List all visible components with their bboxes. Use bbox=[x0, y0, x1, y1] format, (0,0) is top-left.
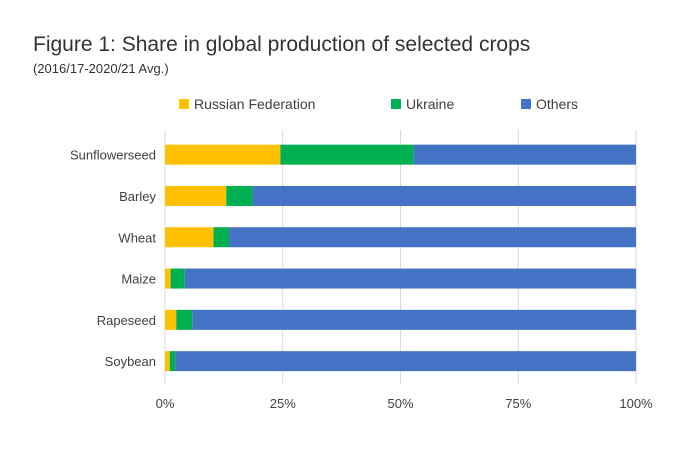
bar-segment bbox=[413, 144, 636, 165]
category-label: Rapeseed bbox=[97, 313, 156, 328]
legend-label: Others bbox=[536, 96, 578, 112]
bar-segment bbox=[165, 309, 177, 330]
chart-subtitle: (2016/17-2020/21 Avg.) bbox=[33, 61, 169, 76]
legend-swatch bbox=[179, 99, 189, 109]
bar-segment bbox=[176, 309, 193, 330]
bar-segment bbox=[280, 144, 414, 165]
bar-segment bbox=[192, 309, 636, 330]
category-label: Wheat bbox=[118, 230, 156, 245]
x-tick-label: 25% bbox=[270, 396, 296, 411]
bar-segment bbox=[252, 185, 636, 206]
x-tick-label: 100% bbox=[619, 396, 653, 411]
bar-segment bbox=[165, 268, 171, 289]
legend-swatch bbox=[391, 99, 401, 109]
bar-segment bbox=[165, 185, 227, 206]
category-label: Maize bbox=[121, 272, 156, 287]
bar-segment bbox=[170, 268, 185, 289]
bar-segment bbox=[165, 227, 214, 248]
chart-title: Figure 1: Share in global production of … bbox=[33, 33, 531, 56]
bar-segment bbox=[165, 351, 170, 372]
bar-segment bbox=[169, 351, 176, 372]
x-tick-label: 75% bbox=[505, 396, 531, 411]
x-tick-label: 50% bbox=[387, 396, 413, 411]
legend-swatch bbox=[521, 99, 531, 109]
legend-label: Russian Federation bbox=[194, 96, 315, 112]
bar-segment bbox=[213, 227, 230, 248]
category-label: Sunflowerseed bbox=[70, 148, 156, 163]
bar-segment bbox=[226, 185, 253, 206]
bar-segment bbox=[175, 351, 636, 372]
x-tick-label: 0% bbox=[156, 396, 175, 411]
category-label: Barley bbox=[119, 189, 156, 204]
bar-segment bbox=[165, 144, 281, 165]
category-label: Soybean bbox=[105, 354, 156, 369]
bar-segment bbox=[184, 268, 637, 289]
legend-label: Ukraine bbox=[406, 96, 454, 112]
bar-segment bbox=[229, 227, 636, 248]
